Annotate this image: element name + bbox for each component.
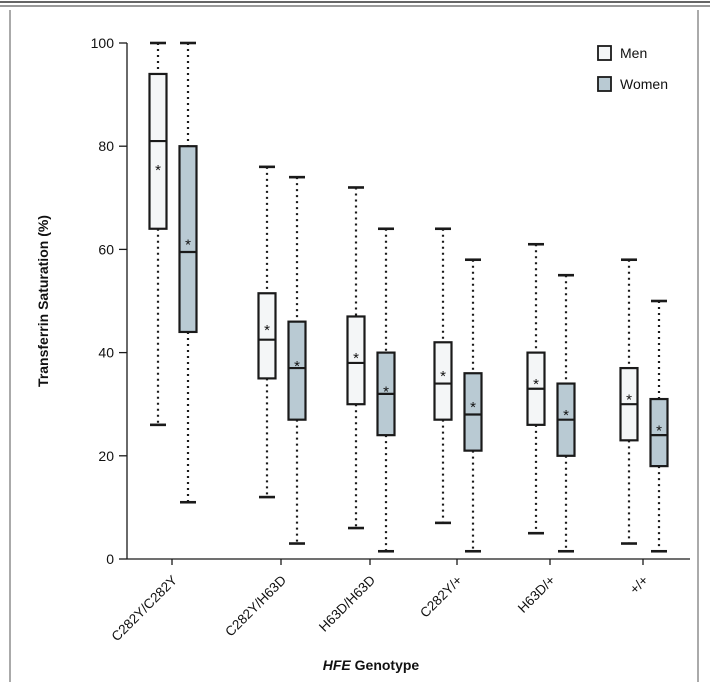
mean-marker-women: * [383, 384, 389, 401]
x-axis-title-rest: Genotype [351, 657, 420, 673]
y-axis-title: Transferrin Saturation (%) [35, 215, 51, 387]
y-tick-label: 40 [98, 345, 114, 361]
y-tick-label: 100 [91, 35, 115, 51]
mean-marker-men: * [155, 162, 161, 179]
legend-swatch-women [597, 76, 612, 92]
x-tick-label: C282Y/+ [417, 572, 465, 620]
x-tick-label: C282Y/C282Y [108, 573, 180, 645]
legend: Men Women [597, 45, 668, 92]
legend-label-men: Men [620, 45, 647, 61]
y-tick-label: 80 [98, 138, 114, 154]
legend-label-women: Women [620, 76, 668, 92]
x-tick-label: H63D/+ [515, 572, 558, 615]
mean-marker-men: * [440, 368, 446, 385]
box-men [346, 315, 366, 406]
x-tick-label: +/+ [627, 572, 651, 596]
legend-swatch-men [597, 45, 612, 61]
mean-marker-men: * [264, 322, 270, 339]
plot-area: 0 20 40 60 80 100 Transferrin Saturation (%) C2… [35, 35, 690, 673]
y-tick-label: 20 [98, 448, 114, 464]
x-tick-label: C282Y/H63D [222, 572, 289, 639]
box-women [178, 145, 198, 334]
x-tick-label: H63D/H63D [316, 572, 378, 634]
box-women [287, 320, 307, 421]
mean-marker-men: * [626, 391, 632, 408]
box-men [257, 292, 277, 380]
x-axis-title-gene: HFE [323, 657, 352, 673]
mean-marker-men: * [353, 350, 359, 367]
mean-marker-women: * [470, 399, 476, 416]
mean-marker-women: * [294, 358, 300, 375]
mean-marker-women: * [563, 407, 569, 424]
box-men [433, 341, 453, 421]
mean-marker-women: * [656, 422, 662, 439]
y-tick-label: 0 [106, 551, 114, 567]
x-axis-title: HFE Genotype [323, 657, 420, 673]
box-men [148, 72, 168, 230]
mean-marker-women: * [185, 237, 191, 254]
box-women [463, 372, 483, 452]
box-women [649, 397, 669, 468]
mean-marker-men: * [533, 376, 539, 393]
y-tick-label: 60 [98, 241, 114, 257]
